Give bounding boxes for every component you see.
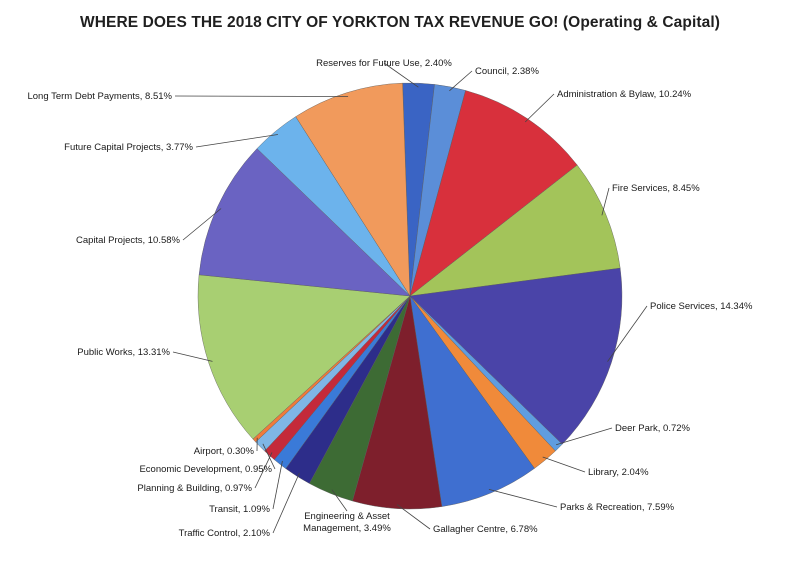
pie-slice [295,82,411,297]
slice-label: Planning & Building, 0.97% [137,483,252,494]
pie-slice [409,295,535,507]
slice-label: Reserves for Future Use, 2.40% [316,58,452,69]
label-leader-line [262,443,276,470]
slice-label: Administration & Bylaw, 10.24% [557,89,692,100]
label-leader-line [182,208,222,241]
slice-label: Fire Services, 8.45% [612,183,700,194]
label-leader-line [542,456,586,473]
label-leader-line [601,187,610,216]
label-leader-line [524,93,555,123]
pie-slice [409,90,578,297]
slice-label: Future Capital Projects, 3.77% [64,142,193,153]
slice-label: Economic Development, 0.95% [139,464,272,475]
pie-slice [198,148,411,297]
pie-slice [197,274,411,440]
label-leader-line [383,62,419,88]
slice-label: Deer Park, 0.72% [615,423,691,434]
label-leader-line [396,504,431,530]
slice-label: Library, 2.04% [588,467,649,478]
label-leader-line [195,134,278,148]
slice-label: Public Works, 13.31% [77,347,170,358]
label-leader-line [272,472,300,534]
chart-title: WHERE DOES THE 2018 CITY OF YORKTON TAX … [79,14,721,31]
label-leader-line [555,427,613,446]
slice-label: Gallagher Centre, 6.78% [433,524,538,535]
slice-label: Council, 2.38% [475,66,539,77]
slice-label: Parks & Recreation, 7.59% [560,502,675,513]
slice-label: Traffic Control, 2.10% [179,528,271,539]
slice-label: Engineering & Asset Management, 3.49% [303,511,391,534]
label-leader-line [488,489,558,508]
label-leader-line [272,460,283,510]
label-leader-line [449,70,473,92]
pie-slice [409,164,621,297]
slice-label: Transit, 1.09% [209,504,270,515]
label-leader-line [172,351,213,362]
label-leader-line [254,452,273,489]
pie-slices [197,82,623,510]
slice-label: Capital Projects, 10.58% [76,235,181,246]
slice-label: Police Services, 14.34% [650,301,753,312]
pie-labels: Reserves for Future Use, 2.40% Council, 2… [27,58,753,539]
slice-label: Long Term Debt Payments, 8.51% [27,91,172,102]
slice-label: Airport, 0.30% [194,446,255,457]
pie-slice [409,267,623,445]
label-leader-line [331,489,348,512]
label-leader-line [174,95,349,97]
label-leader-line [607,305,648,362]
